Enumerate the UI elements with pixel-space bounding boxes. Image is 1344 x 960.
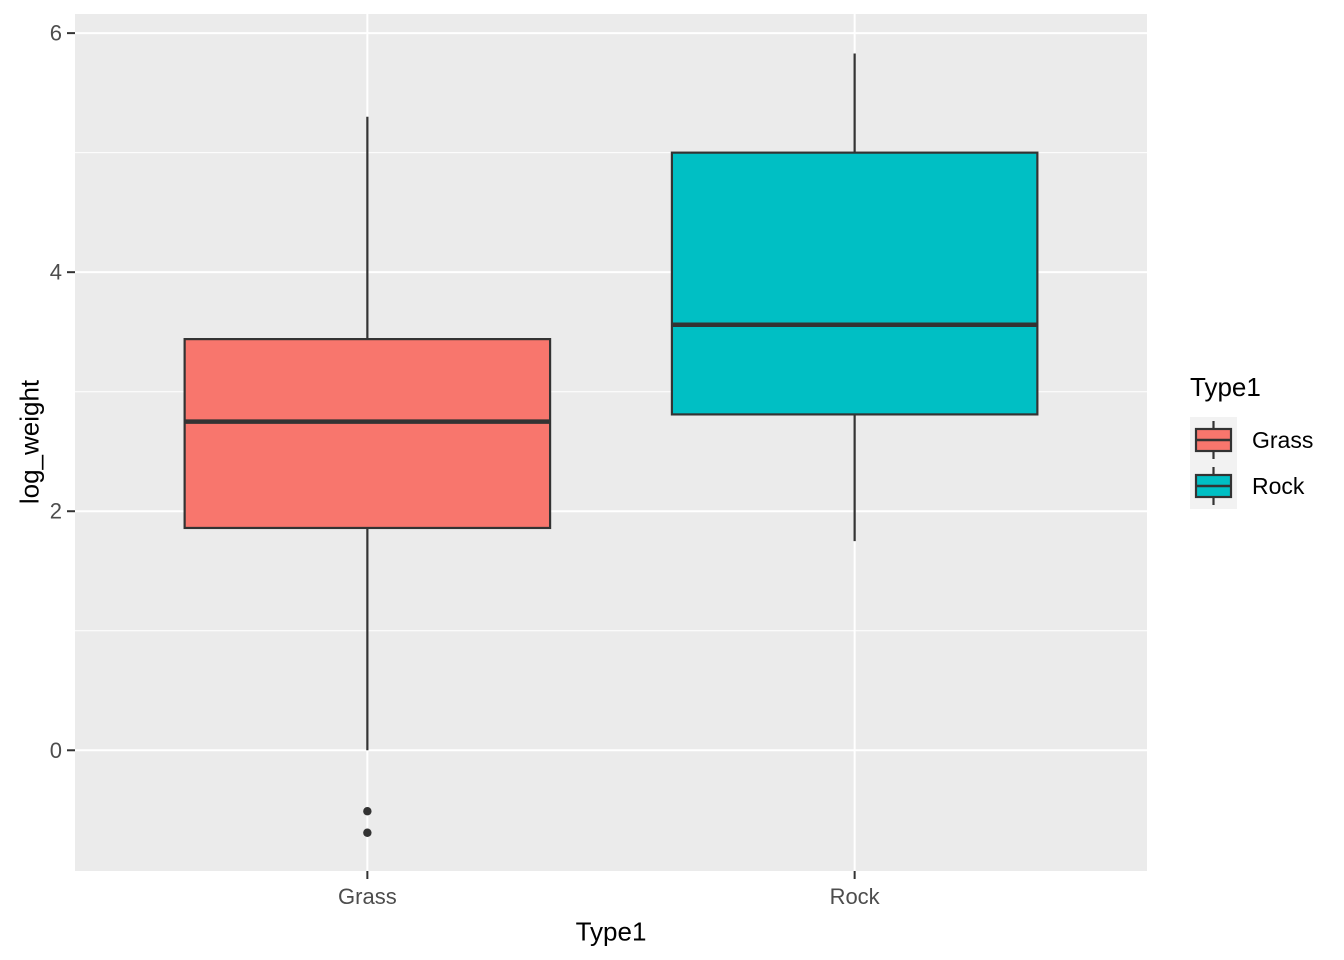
x-tick-label: Grass — [338, 884, 397, 909]
legend-label-rock: Rock — [1252, 472, 1305, 499]
y-tick-label: 6 — [50, 21, 62, 46]
grass-box — [183, 338, 552, 530]
legend-entry-grass: Grass — [1190, 417, 1313, 463]
grass-outlier-point — [363, 807, 372, 816]
y-axis-title: log_weight — [14, 379, 45, 505]
legend-key-grass-boxplot-icon — [1190, 417, 1237, 463]
legend-key-rock-boxplot-icon — [1190, 463, 1237, 509]
rock-box — [670, 151, 1039, 416]
y-tick-label: 0 — [50, 738, 62, 763]
x-tick-label: Rock — [830, 884, 881, 909]
legend-title: Type1 — [1190, 372, 1261, 402]
x-axis-title: Type1 — [575, 916, 647, 947]
legend-entry-rock: Rock — [1190, 463, 1313, 509]
legend: Type1 Grass Rock — [1190, 372, 1313, 509]
grass-outlier-point — [363, 828, 372, 837]
y-tick-label: 2 — [50, 499, 62, 524]
legend-keys: Grass Rock — [1190, 417, 1313, 509]
legend-label-grass: Grass — [1252, 426, 1314, 453]
y-tick-label: 4 — [50, 260, 62, 285]
